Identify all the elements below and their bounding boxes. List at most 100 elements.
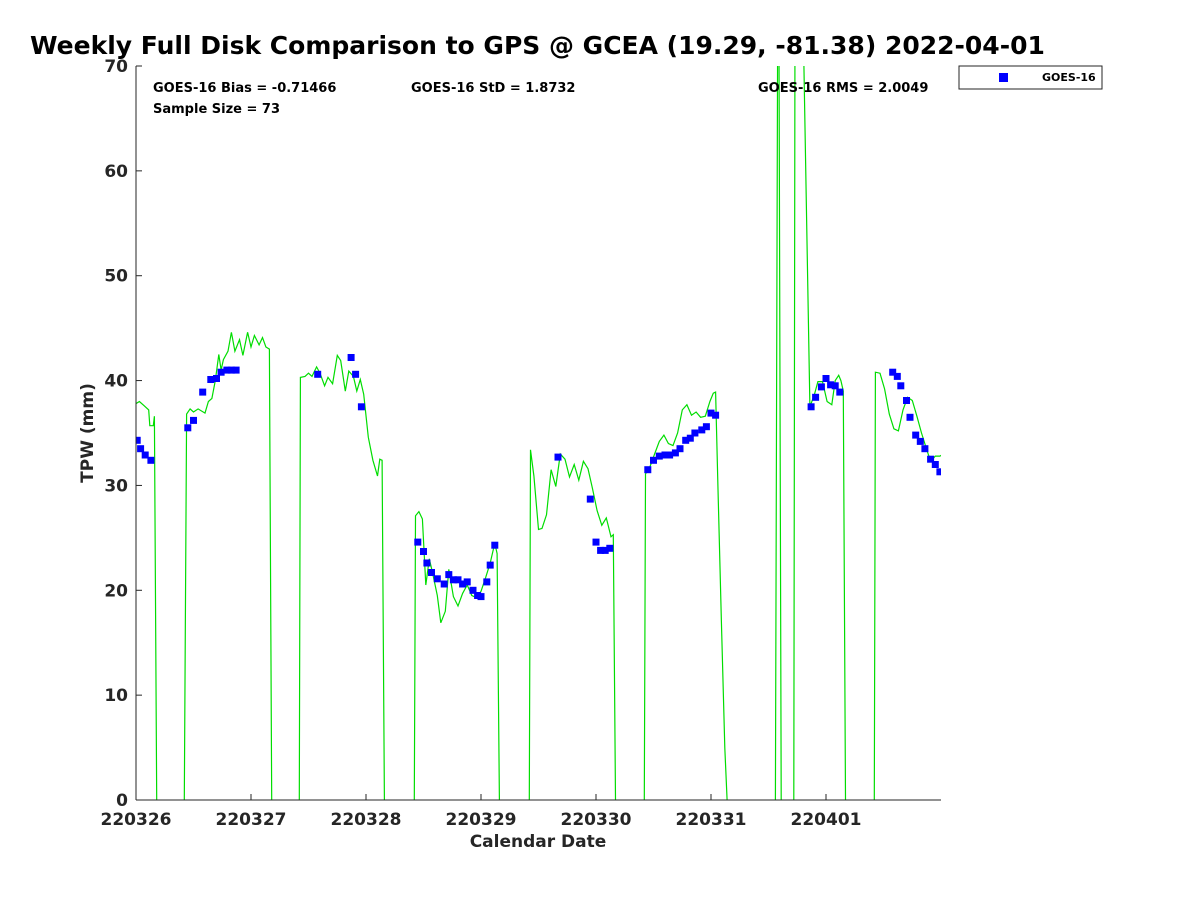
goes16-point: [936, 468, 941, 476]
gps-line-segment: [793, 66, 847, 800]
x-tick-label: 220327: [216, 810, 287, 830]
goes16-point: [666, 451, 674, 459]
goes16-point: [650, 456, 657, 464]
goes16-point: [903, 397, 910, 404]
goes16-point: [357, 403, 365, 411]
bias-stat: GOES-16 Bias = -0.71466: [153, 81, 336, 96]
goes16-point: [698, 426, 706, 434]
goes16-point: [691, 429, 699, 437]
goes16-point: [644, 466, 652, 474]
goes16-point: [601, 546, 609, 554]
legend-marker-goes16: [999, 73, 1008, 82]
goes16-point: [597, 546, 605, 554]
goes16-point: [554, 453, 562, 461]
x-tick-label: 220401: [791, 810, 862, 830]
gps-line-segment: [774, 66, 782, 800]
goes16-point: [136, 436, 141, 444]
goes16-point: [423, 559, 431, 567]
goes16-point: [889, 368, 897, 376]
goes16-point: [137, 445, 145, 453]
goes16-point: [827, 381, 835, 389]
goes16-point: [686, 434, 694, 442]
goes16-point: [916, 437, 924, 445]
goes16-point: [227, 366, 235, 374]
y-tick-label: 50: [104, 267, 128, 287]
goes16-point: [147, 456, 155, 464]
goes16-point: [912, 431, 920, 439]
goes16-point: [184, 424, 192, 432]
gps-line-segment: [528, 449, 617, 800]
goes16-point: [454, 576, 462, 584]
y-tick-label: 30: [104, 476, 128, 496]
goes16-point: [682, 436, 690, 444]
goes16-point: [831, 382, 839, 390]
y-axis-label: TPW (mm): [78, 383, 98, 483]
goes16-point: [141, 451, 149, 459]
x-tick-label: 220329: [446, 810, 517, 830]
gps-line-segment: [298, 353, 385, 800]
goes16-point: [486, 561, 494, 569]
goes16-point: [702, 423, 710, 431]
goes16-points-layer: [136, 354, 941, 601]
goes16-point: [314, 370, 322, 378]
y-axis-ticks: 0 10 20 30 40 50 60 70: [104, 57, 142, 811]
x-tick-label: 220326: [101, 810, 172, 830]
goes16-point: [483, 578, 491, 586]
legend-box: [958, 65, 1103, 90]
plot-area: [135, 66, 941, 801]
goes16-point: [420, 548, 427, 555]
x-axis-ticks: 220326 220327 220328 220329 220330 220331 2204…: [101, 794, 862, 830]
y-tick-label: 0: [116, 791, 128, 811]
legend-label-goes16: GOES-16: [1042, 71, 1096, 84]
goes16-point: [897, 382, 905, 390]
goes16-point: [199, 388, 207, 396]
y-tick-label: 60: [104, 162, 128, 182]
goes16-point: [661, 451, 669, 459]
goes16-point: [893, 372, 901, 380]
goes16-point: [812, 393, 820, 401]
std-stat: GOES-16 StD = 1.8732: [411, 81, 575, 96]
goes16-point: [352, 370, 360, 378]
goes16-point: [414, 538, 422, 546]
goes16-point: [463, 578, 471, 586]
y-tick-label: 70: [104, 57, 128, 77]
x-tick-label: 220328: [331, 810, 402, 830]
goes16-point: [232, 366, 240, 374]
goes16-point: [347, 354, 355, 361]
goes16-point: [671, 449, 679, 457]
goes16-point: [491, 541, 499, 549]
goes16-point: [931, 461, 939, 468]
goes16-point: [906, 413, 914, 421]
chart-title: Weekly Full Disk Comparison to GPS @ GCE…: [30, 31, 1045, 60]
goes16-point: [207, 376, 215, 383]
gps-line-segment: [136, 400, 158, 800]
sample-size-stat: Sample Size = 73: [153, 102, 280, 117]
gps-line-layer: [136, 66, 941, 800]
goes16-point: [586, 495, 594, 503]
goes16-point: [449, 576, 457, 584]
goes16-point: [477, 593, 485, 601]
gps-line-segment: [183, 332, 273, 800]
goes16-point: [440, 580, 448, 588]
legend: GOES-16: [958, 65, 1103, 90]
goes16-point: [217, 368, 225, 376]
goes16-point: [606, 544, 614, 552]
goes16-point: [223, 366, 231, 374]
goes16-point: [433, 575, 441, 583]
goes16-point: [712, 411, 720, 419]
goes16-point: [836, 388, 844, 396]
goes16-point: [921, 445, 929, 453]
y-tick-label: 10: [104, 686, 128, 706]
goes16-point: [817, 383, 825, 391]
goes16-point: [469, 586, 477, 594]
goes16-point: [676, 445, 684, 453]
x-tick-label: 220330: [561, 810, 632, 830]
x-tick-label: 220331: [676, 810, 747, 830]
y-tick-label: 40: [104, 372, 128, 392]
goes16-point: [459, 580, 467, 588]
goes16-point: [592, 538, 600, 546]
rms-stat: GOES-16 RMS = 2.0049: [758, 81, 928, 96]
goes16-point: [190, 416, 197, 424]
goes16-point: [707, 409, 715, 417]
